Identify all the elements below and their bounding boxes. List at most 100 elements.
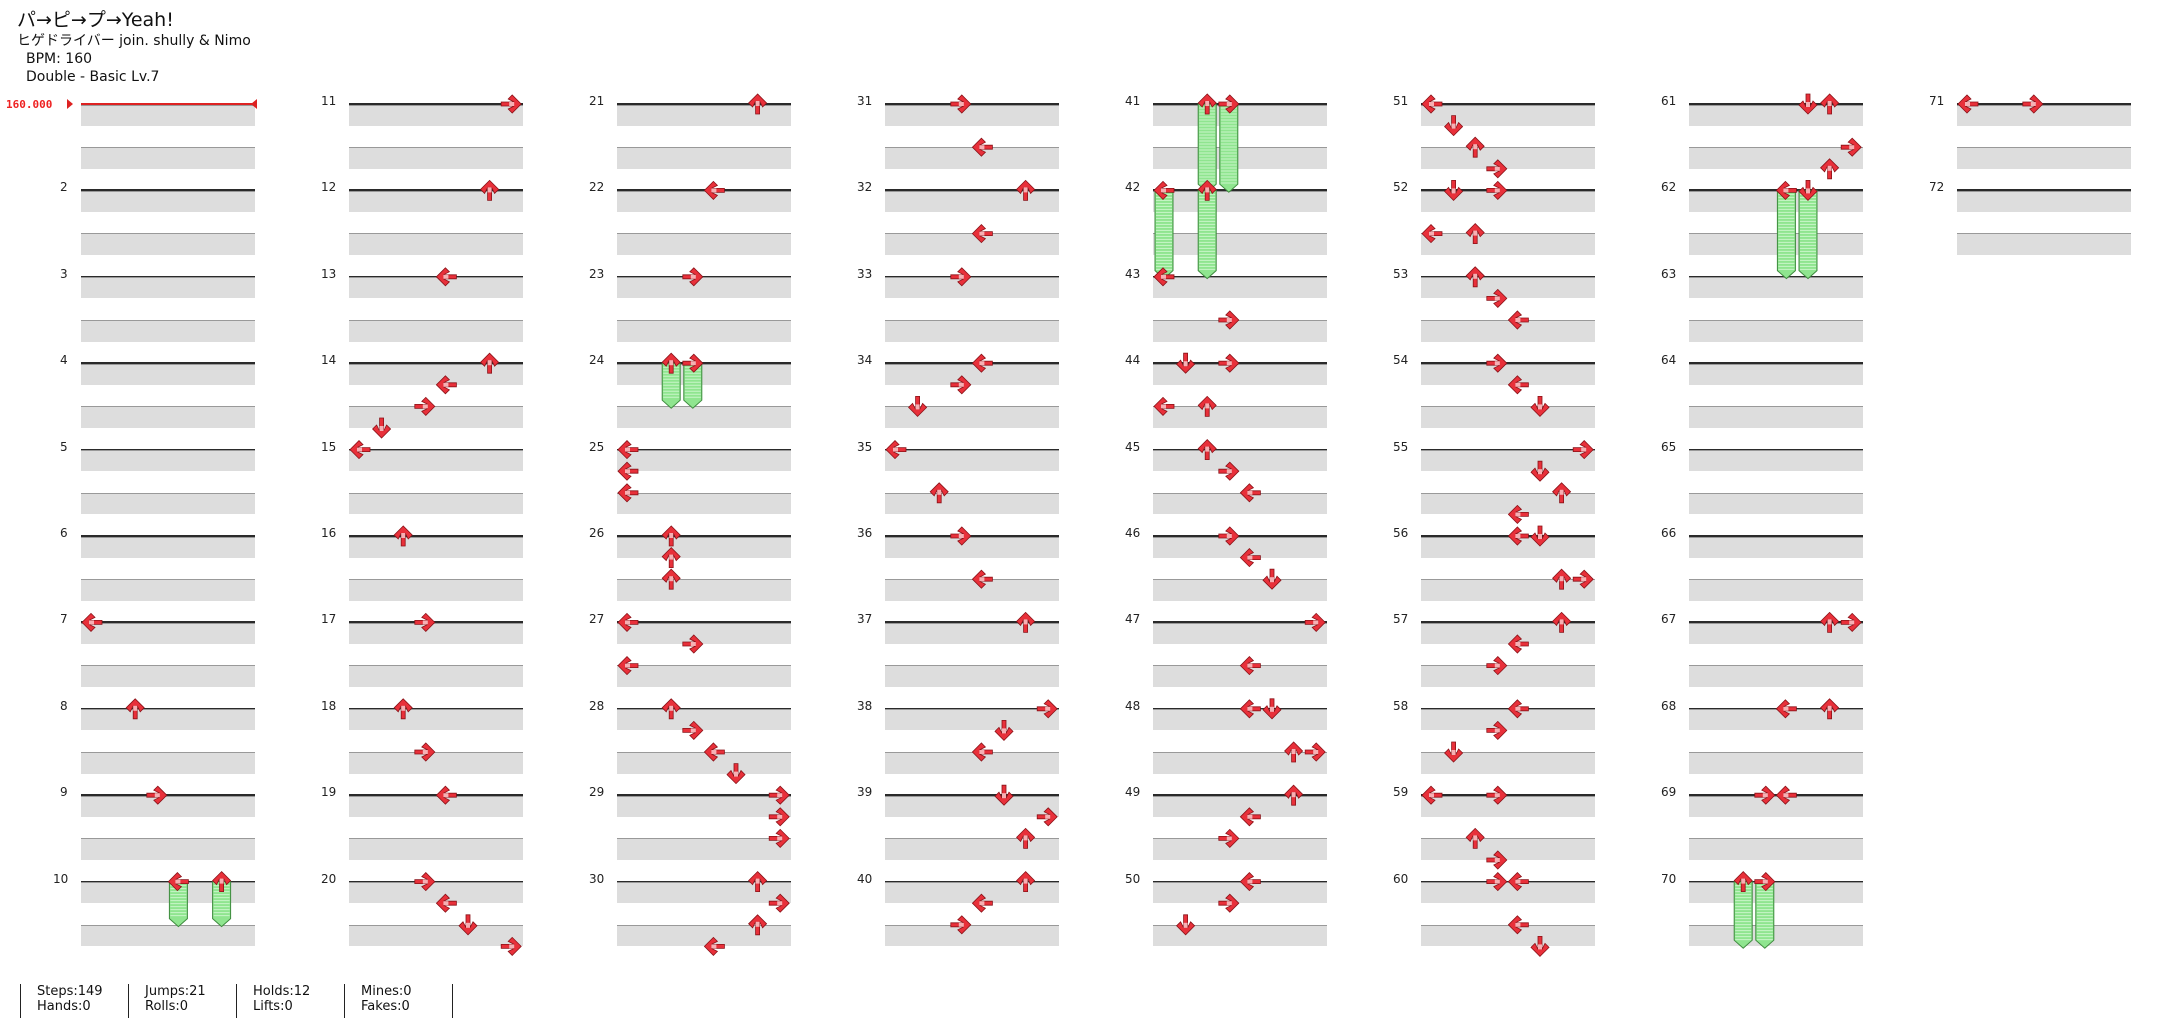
arrow-right-icon [146, 785, 168, 805]
beat-band [81, 450, 255, 472]
beat-band [1421, 191, 1595, 212]
arrow-right-icon [1304, 612, 1326, 632]
measure-number: 16 [321, 526, 337, 540]
arrow-down-icon [1530, 936, 1550, 957]
measure-line [1957, 189, 2131, 192]
beat-band [1421, 795, 1595, 817]
measure-line [81, 621, 255, 624]
beat-band [349, 233, 523, 255]
measure-line [885, 448, 1059, 451]
hold-body [1154, 189, 1174, 280]
beat-band [349, 623, 523, 644]
arrow-right-icon [2022, 94, 2044, 114]
measure-number: 4 [60, 353, 68, 368]
beat-band [349, 104, 523, 126]
beat-band [617, 147, 791, 168]
beat-band [617, 882, 791, 904]
measure-line [1421, 103, 1595, 105]
measure-number: 66 [1661, 526, 1677, 540]
arrow-left-icon [1239, 807, 1261, 827]
beat-band [1421, 882, 1595, 904]
arrow-right-icon [682, 720, 704, 740]
arrow-left-icon [1775, 785, 1797, 805]
beat-band [349, 450, 523, 472]
beat-band [1689, 924, 1863, 946]
song-bpm: BPM: 160 [26, 51, 93, 67]
beat-band [81, 277, 255, 299]
measure-line [885, 880, 1059, 883]
measure-line [1689, 621, 1863, 624]
arrow-right-icon [768, 828, 790, 848]
beat-band [1153, 709, 1327, 731]
stats-col-steps: Steps:149 Hands:0 [20, 984, 103, 1018]
arrow-up-icon [1733, 871, 1753, 892]
beat-band [617, 492, 791, 514]
beat-band [885, 277, 1059, 299]
measure-number: 20 [321, 871, 337, 886]
beat-band [349, 363, 523, 385]
beat-band [349, 147, 523, 168]
beat-band [349, 795, 523, 817]
beat-band [81, 492, 255, 514]
measure-number: 58 [1393, 698, 1409, 713]
arrow-right-icon [1486, 656, 1508, 676]
arrow-down-icon [458, 914, 478, 936]
arrow-right-icon [414, 742, 436, 762]
measure-number: 38 [857, 698, 873, 713]
measure-number: 64 [1661, 353, 1677, 368]
beat-band [1421, 104, 1595, 126]
measure-line [1957, 103, 2131, 105]
measure-line [885, 189, 1059, 192]
beat-band [349, 319, 523, 341]
measure-number: 55 [1393, 439, 1409, 454]
stat-steps: Steps:149 [37, 984, 103, 999]
beat-band [1421, 536, 1595, 558]
beat-band [349, 665, 523, 687]
beat-band [885, 665, 1059, 687]
arrow-left-icon [971, 742, 993, 762]
measure-number: 19 [321, 785, 337, 800]
measure-line [1153, 448, 1327, 451]
arrow-right-icon [1486, 785, 1508, 805]
arrow-down-icon [1530, 395, 1550, 417]
arrow-right-icon [1304, 742, 1326, 762]
beat-band [1689, 191, 1863, 212]
arrow-down-icon [994, 784, 1014, 806]
arrow-left-icon [1775, 699, 1797, 719]
beat-band [81, 795, 255, 817]
beat-band [617, 191, 791, 212]
arrow-left-icon [971, 224, 993, 244]
arrow-left-icon [435, 893, 457, 913]
arrow-left-icon [971, 353, 993, 373]
measure-line [1421, 448, 1595, 451]
arrow-right-icon [768, 807, 790, 827]
arrow-up-icon [1197, 179, 1217, 201]
measure-line [81, 275, 255, 278]
beat-band [1153, 838, 1327, 860]
arrow-left-icon [703, 742, 725, 762]
arrow-right-icon [1486, 720, 1508, 740]
beat-band [885, 882, 1059, 904]
measure-line [1421, 362, 1595, 365]
arrow-left-icon [1507, 375, 1529, 395]
arrow-right-icon [950, 915, 972, 935]
arrow-right-icon [1486, 850, 1508, 870]
measure-line [349, 103, 523, 105]
beat-band [1689, 579, 1863, 600]
measure-line [349, 189, 523, 192]
beat-band [81, 147, 255, 168]
hold-body [1798, 189, 1818, 280]
beat-band [349, 751, 523, 773]
beat-band [1957, 147, 2131, 168]
arrow-right-icon [500, 94, 522, 114]
beat-band [885, 623, 1059, 644]
arrow-up-icon [1197, 93, 1217, 115]
arrow-left-icon [1507, 699, 1529, 719]
arrow-right-icon [1486, 353, 1508, 373]
measure-number: 47 [1125, 612, 1141, 627]
arrow-right-icon [1218, 353, 1240, 373]
beat-band [1421, 277, 1595, 299]
arrow-down-icon [1798, 93, 1818, 115]
beat-band [349, 709, 523, 731]
